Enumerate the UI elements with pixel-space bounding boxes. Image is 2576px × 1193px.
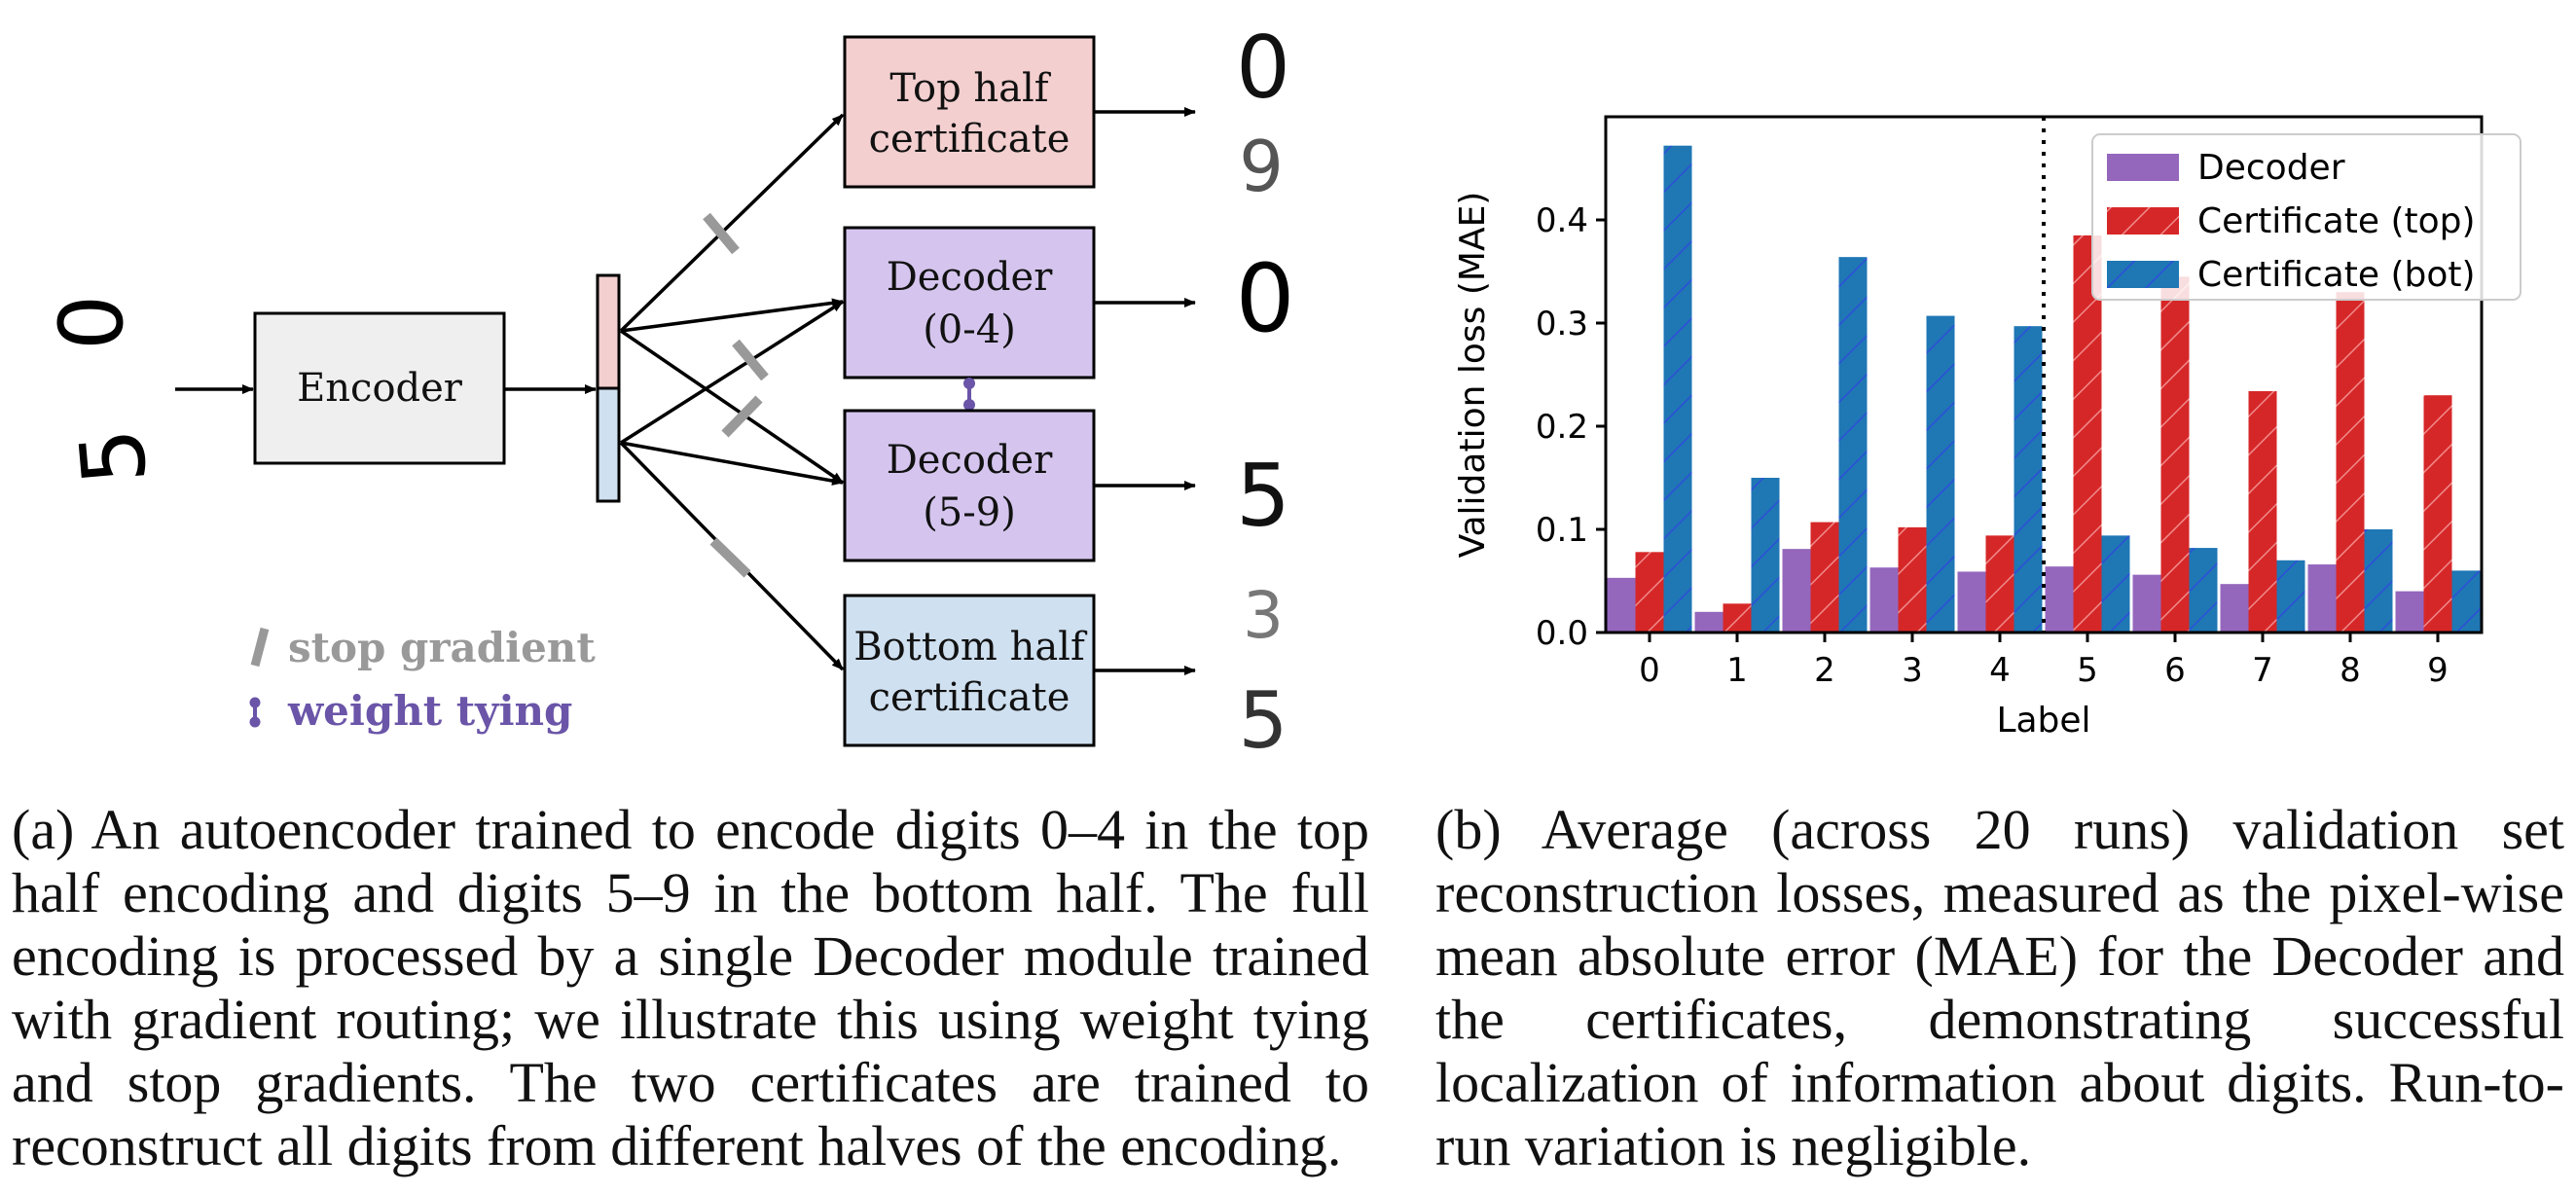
input-digit-bottom: 5: [60, 424, 167, 488]
bar-certificate-top-label-6: [2160, 276, 2190, 633]
routing-arrows: [619, 113, 845, 671]
x-tick-label: 5: [2077, 651, 2098, 690]
bar-certificate-bot-label-9: [2451, 570, 2481, 633]
decoder-top-label-line1: Decoder: [887, 255, 1054, 300]
top-certificate-block: Top half certificate: [843, 35, 1096, 189]
bar-decoder-label-7: [2220, 584, 2249, 633]
stop-gradient-marks: [703, 212, 769, 578]
weight-tying-legend-icon: [249, 697, 261, 728]
x-tick-label: 3: [1902, 651, 1923, 690]
bar-decoder-label-4: [1957, 571, 1986, 633]
bar-certificate-bot-label-0: [1663, 145, 1692, 633]
top-cert-label-line2: certificate: [869, 117, 1070, 162]
bottom-cert-label-line1: Bottom half: [853, 625, 1088, 669]
y-tick-label: 0.3: [1536, 305, 1588, 343]
bar-decoder-label-9: [2395, 591, 2424, 633]
encoding-top-half: [596, 273, 621, 390]
diagram-legend: stop gradient weight tying: [249, 624, 596, 735]
y-tick-label: 0.4: [1536, 201, 1588, 240]
bar-decoder-label-5: [2045, 566, 2074, 633]
y-axis-label: Validation loss (MAE): [1453, 192, 1493, 559]
bar-decoder-label-8: [2307, 564, 2337, 633]
bar-certificate-top-label-9: [2423, 395, 2452, 633]
encoder-label: Encoder: [297, 366, 463, 411]
x-tick-label: 4: [1989, 651, 2011, 690]
bar-decoder-label-1: [1694, 611, 1723, 633]
bar-decoder-label-6: [2132, 574, 2161, 633]
bar-certificate-top-label-4: [1985, 535, 2014, 633]
bar-certificate-bot-label-4: [2014, 326, 2043, 633]
encoding-bottom-half: [596, 386, 621, 503]
bar-certificate-top-label-5: [2073, 235, 2102, 633]
encoder-block: Encoder: [253, 311, 506, 465]
output-bottom-cert-digit-1: 3: [1243, 578, 1284, 653]
weight-tying-legend-label: weight tying: [287, 687, 572, 735]
chart-legend: Decoder Certificate (top) Certificate (bot…: [2091, 133, 2522, 301]
x-ticks: 0 1 2 3 4 5 6 7 8 9: [1639, 633, 2449, 690]
bar-certificate-bot-label-2: [1838, 257, 1868, 633]
x-tick-label: 6: [2164, 651, 2186, 690]
bar-certificate-bot-label-5: [2101, 535, 2130, 633]
bar-certificate-top-label-8: [2336, 292, 2365, 633]
decoder-bottom-block: Decoder (5-9): [843, 409, 1096, 562]
stop-gradient-legend-label: stop gradient: [288, 624, 596, 671]
bar-certificate-top-label-1: [1723, 603, 1752, 633]
output-arrows: [1094, 107, 1196, 675]
bottom-cert-label-line2: certificate: [869, 675, 1070, 720]
legend-frame: [2091, 133, 2522, 301]
output-top-cert-digit-2: 9: [1239, 126, 1284, 207]
output-top-cert-digit-1: 0: [1236, 18, 1290, 118]
caption-a: (a) An autoencoder trained to encode dig…: [12, 798, 1369, 1177]
bars: [1607, 145, 2481, 633]
bar-certificate-top-label-2: [1810, 522, 1839, 633]
legend-label: Certificate (bot): [2197, 255, 2476, 295]
y-ticks: 0.0 0.1 0.2 0.3 0.4: [1536, 201, 1606, 653]
x-tick-label: 1: [1726, 651, 1748, 690]
validation-loss-chart: 0.0 0.1 0.2 0.3 0.4 0 1 2 3 4 5 6 7 8 9 Validation lo…: [1453, 115, 2522, 741]
bar-decoder-label-0: [1607, 577, 1636, 633]
legend-label: Certificate (top): [2197, 201, 2476, 241]
bar-certificate-bot-label-1: [1751, 478, 1780, 633]
x-axis-label: Label: [1996, 701, 2090, 741]
decoder-bot-label-line1: Decoder: [887, 438, 1054, 483]
output-decoder-top-digit: 0: [1235, 244, 1294, 353]
legend-swatch: [2107, 207, 2179, 235]
bar-decoder-label-2: [1782, 549, 1811, 633]
weight-tying-link: [963, 378, 975, 411]
y-tick-label: 0.0: [1536, 614, 1588, 653]
input-digit-top: 0: [41, 295, 143, 350]
decoder-top-label-line2: (0-4): [923, 307, 1016, 352]
caption-b-text: (b) Average (across 20 runs) validation …: [1435, 798, 2564, 1177]
bar-certificate-top-label-7: [2248, 390, 2277, 633]
output-bottom-cert-digit-2: 5: [1239, 675, 1288, 766]
x-tick-label: 8: [2340, 651, 2361, 690]
autoencoder-diagram: 0 5 Encoder: [41, 18, 1295, 766]
x-tick-label: 9: [2427, 651, 2449, 690]
bar-certificate-bot-label-6: [2189, 548, 2218, 633]
axes-frame: [1604, 115, 2484, 634]
caption-b: (b) Average (across 20 runs) validation …: [1435, 798, 2564, 1177]
caption-a-text: (a) An autoencoder trained to encode dig…: [12, 798, 1369, 1177]
bar-certificate-bot-label-7: [2276, 560, 2305, 633]
legend-label: Decoder: [2197, 148, 2345, 188]
bar-certificate-top-label-3: [1898, 526, 1927, 633]
y-tick-label: 0.2: [1536, 408, 1588, 447]
bar-certificate-bot-label-8: [2364, 529, 2393, 633]
bar-decoder-label-3: [1869, 567, 1899, 633]
bar-certificate-bot-label-3: [1926, 315, 1955, 633]
x-tick-label: 2: [1814, 651, 1835, 690]
legend-swatch: [2107, 261, 2179, 288]
y-tick-label: 0.1: [1536, 511, 1588, 550]
decoder-top-block: Decoder (0-4): [843, 226, 1096, 380]
bar-certificate-top-label-0: [1635, 552, 1664, 633]
decoder-bot-label-line2: (5-9): [923, 490, 1016, 535]
legend-swatch: [2107, 154, 2179, 181]
x-tick-label: 7: [2252, 651, 2273, 690]
output-decoder-bot-digit: 5: [1236, 446, 1290, 546]
stop-gradient-legend-icon: [250, 627, 270, 668]
top-cert-label-line1: Top half: [889, 66, 1051, 111]
x-tick-label: 0: [1639, 651, 1660, 690]
bottom-certificate-block: Bottom half certificate: [843, 594, 1096, 747]
